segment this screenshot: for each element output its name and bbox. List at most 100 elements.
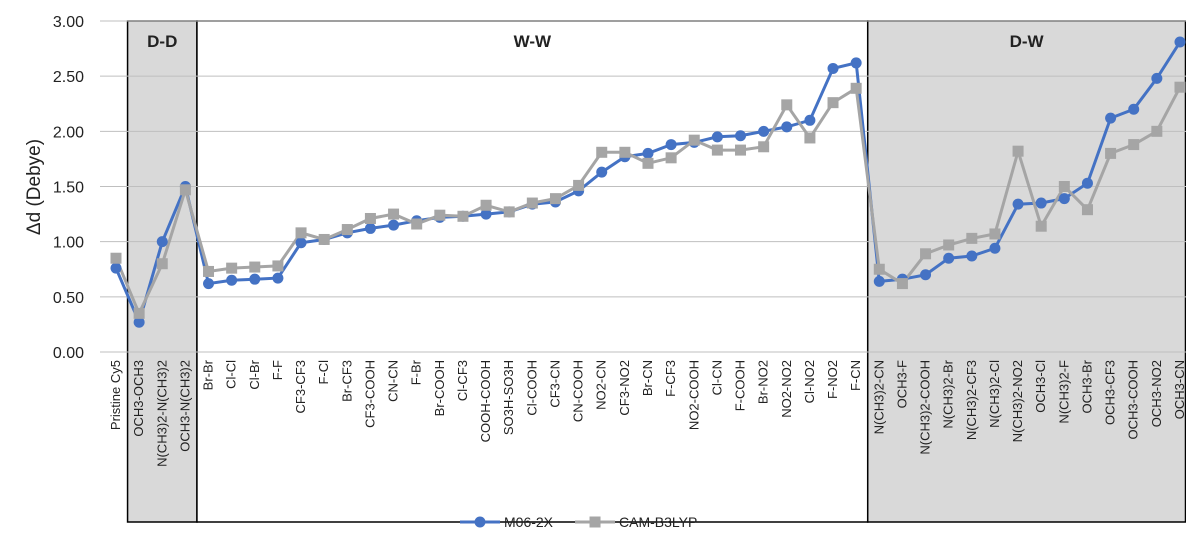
point xyxy=(943,239,955,251)
point xyxy=(133,316,145,328)
point xyxy=(1105,147,1117,159)
point xyxy=(179,184,191,196)
point xyxy=(1058,181,1070,192)
x-tick-label: Br-CN xyxy=(640,360,655,396)
point xyxy=(156,236,168,248)
point xyxy=(896,278,908,290)
point xyxy=(850,57,862,69)
point xyxy=(827,62,839,74)
point xyxy=(711,144,723,156)
point xyxy=(318,233,330,245)
point xyxy=(411,218,423,230)
point xyxy=(1081,177,1093,189)
point xyxy=(480,199,492,211)
point xyxy=(388,208,400,220)
point xyxy=(1174,36,1186,48)
point xyxy=(1081,204,1093,216)
point xyxy=(665,152,677,164)
x-tick-label: F-F xyxy=(270,360,285,380)
region-box xyxy=(126,20,198,523)
point xyxy=(596,146,608,158)
point xyxy=(1174,81,1186,93)
point xyxy=(735,130,747,142)
point xyxy=(943,252,955,264)
point xyxy=(457,210,469,222)
point xyxy=(133,307,145,319)
point xyxy=(226,274,238,286)
region-label: W-W xyxy=(514,32,552,51)
x-tick-label: Cl-Br xyxy=(247,359,262,389)
point xyxy=(1012,145,1024,157)
point xyxy=(1151,72,1163,84)
x-tick-label: CN-COOH xyxy=(571,360,586,422)
point xyxy=(295,237,307,249)
x-tick-label: CF3-NO2 xyxy=(617,360,632,416)
x-tick-label: Br-COOH xyxy=(432,360,447,416)
legend-marker xyxy=(474,516,486,528)
x-tick-label: NO2-NO2 xyxy=(779,360,794,418)
x-tick-label: CF3-COOH xyxy=(362,360,377,428)
x-tick-label: CF3-CN xyxy=(547,360,562,408)
x-tick-label: OCH3-F xyxy=(894,360,909,408)
x-tick-label: N(CH3)2-CF3 xyxy=(964,360,979,440)
x-tick-label: N(CH3)2-Cl xyxy=(987,360,1002,428)
x-tick-label: Pristine Cy5 xyxy=(108,360,123,430)
point xyxy=(735,144,747,156)
point xyxy=(295,227,307,239)
point xyxy=(364,222,376,234)
x-tick-label: N(CH3)2-NO2 xyxy=(1010,360,1025,442)
point xyxy=(596,166,608,178)
x-tick-label: OCH3-OCH3 xyxy=(131,360,146,437)
x-tick-label: SO3H-SO3H xyxy=(501,360,516,435)
x-tick-label: OCH3-CF3 xyxy=(1103,360,1118,425)
point xyxy=(642,157,654,169)
x-tick-label: Br-CF3 xyxy=(339,360,354,402)
x-tick-label: OCH3-Cl xyxy=(1033,360,1048,413)
x-tick-label: F-Br xyxy=(409,359,424,385)
x-tick-label: OCH3-NO2 xyxy=(1149,360,1164,427)
x-tick-label: N(CH3)2-Br xyxy=(941,359,956,428)
point xyxy=(1128,103,1140,115)
x-tick-label: CN-CN xyxy=(386,360,401,402)
x-tick-label: F-COOH xyxy=(733,360,748,411)
x-tick-label: F-Cl xyxy=(316,360,331,385)
x-tick-label: N(CH3)2-COOH xyxy=(918,360,933,455)
point xyxy=(781,99,793,111)
point xyxy=(1058,193,1070,205)
x-tick-label: NO2-COOH xyxy=(686,360,701,430)
x-tick-label: Br-Br xyxy=(201,359,216,390)
x-tick-label: Cl-Cl xyxy=(224,360,239,389)
point xyxy=(711,131,723,143)
point xyxy=(827,97,839,109)
y-tick-label: 2.00 xyxy=(53,124,84,141)
x-tick-label: Cl-CN xyxy=(709,360,724,395)
point xyxy=(1105,112,1117,124)
point xyxy=(110,262,122,274)
point xyxy=(573,179,585,191)
point xyxy=(758,125,770,137)
x-tick-label: N(CH3)2-CN xyxy=(871,360,886,434)
point xyxy=(272,272,284,284)
point xyxy=(804,114,816,126)
x-tick-label: F-CF3 xyxy=(663,360,678,397)
point xyxy=(781,121,793,133)
point xyxy=(549,193,561,205)
x-tick-label: Cl-CF3 xyxy=(455,360,470,401)
point xyxy=(156,258,168,270)
x-tick-label: COOH-COOH xyxy=(478,360,493,442)
x-tick-label: OCH3-COOH xyxy=(1126,360,1141,439)
point xyxy=(642,147,654,159)
point xyxy=(272,260,284,272)
x-tick-label: OCH3-N(CH3)2 xyxy=(177,360,192,452)
x-tick-label: CF3-CF3 xyxy=(293,360,308,413)
point xyxy=(341,224,353,236)
x-tick-label: F-NO2 xyxy=(825,360,840,399)
point xyxy=(434,209,446,221)
x-tick-label: Br-NO2 xyxy=(756,360,771,404)
x-tick-label: NO2-CN xyxy=(594,360,609,410)
point xyxy=(804,132,816,144)
legend-label: CAM-B3LYP xyxy=(619,514,697,530)
point xyxy=(249,273,261,285)
x-tick-label: OCH3-CN xyxy=(1172,360,1186,419)
